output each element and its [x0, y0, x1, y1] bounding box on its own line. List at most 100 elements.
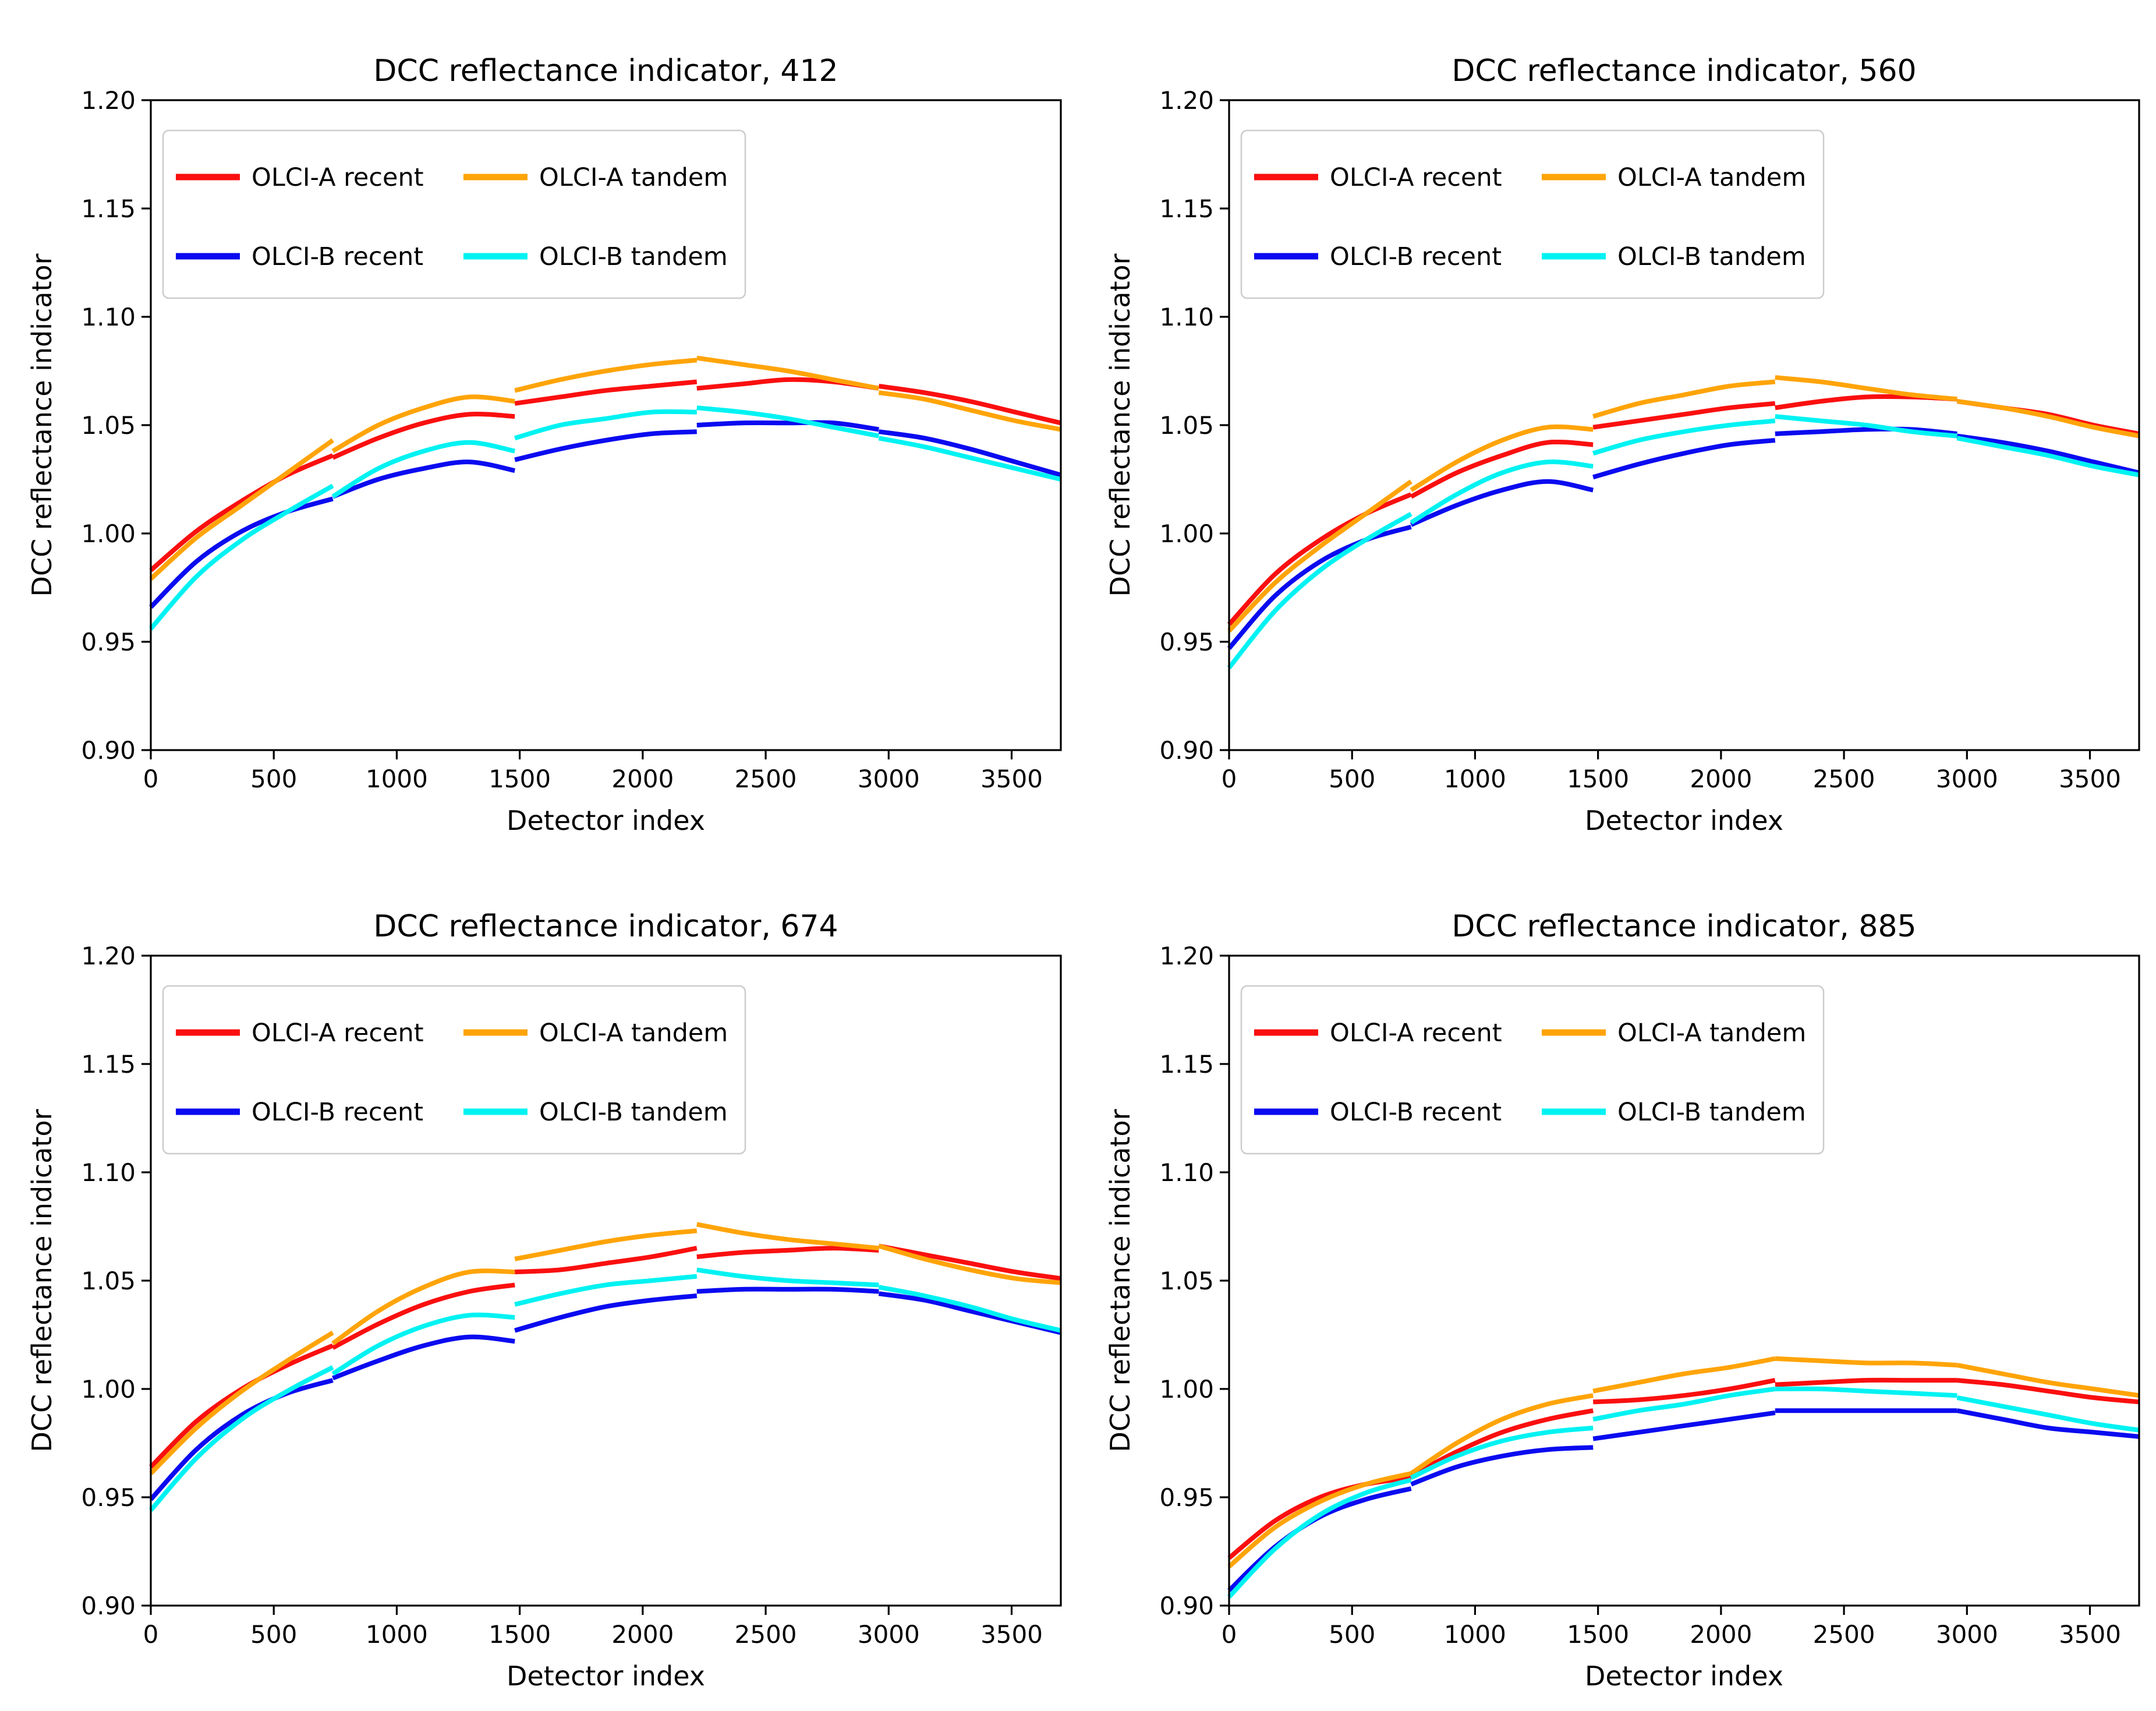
- x-tick-label: 3000: [1936, 765, 1998, 793]
- legend-box: [162, 129, 746, 299]
- subplot-dcc-674: 0 500 1000 1500 2000 2500 3000 3500 0.90 0.95 1.00…: [0, 856, 1078, 1711]
- series-olci-b-recent-seg2: [1410, 479, 1594, 527]
- series-olci-b-tandem-seg5: [1956, 1395, 2140, 1433]
- x-tick-label: 0: [1222, 765, 1237, 793]
- legend-label-olci-b-recent: OLCI-B recent: [1330, 1098, 1502, 1127]
- series-olci-a-tandem-seg1: [149, 1330, 334, 1475]
- series-olci-b-recent-seg1: [149, 496, 334, 609]
- series-olci-a-recent-seg4: [696, 1246, 879, 1260]
- x-tick-label: 1000: [1444, 1620, 1506, 1649]
- x-tick-label: 1500: [1567, 765, 1629, 793]
- chart-title-560: DCC reflectance indicator, 560: [1452, 54, 1917, 89]
- x-tick-label: 2000: [611, 765, 674, 793]
- series-olci-b-tandem-seg4: [696, 405, 880, 439]
- x-tick-label: 2000: [1690, 1620, 1752, 1649]
- series-olci-b-recent-seg4: [696, 1286, 879, 1294]
- y-tick-label: 0.90: [81, 1592, 136, 1620]
- y-tick-label: 0.95: [1159, 1483, 1214, 1512]
- axes-frame: [150, 955, 1062, 1607]
- series-olci-a-recent-seg2: [1410, 1408, 1594, 1478]
- y-tick-label: 1.05: [81, 1267, 136, 1295]
- legend-label-olci-a-tandem: OLCI-A tandem: [1617, 163, 1806, 192]
- y-tick-label: 0.90: [1159, 736, 1214, 765]
- x-tick-label: 1500: [488, 765, 551, 793]
- x-tick-label: 3500: [2059, 1620, 2121, 1649]
- legend-box: [162, 985, 746, 1155]
- x-tick-label: 3500: [2059, 765, 2121, 793]
- series-olci-a-tandem-seg4: [1775, 1356, 1957, 1368]
- y-tick-label: 1.05: [1159, 411, 1214, 440]
- axes-frame: [1228, 99, 2140, 751]
- x-tick-label: 500: [1329, 765, 1375, 793]
- x-tick-label: 3500: [980, 1620, 1043, 1649]
- y-tick-label: 1.00: [1159, 519, 1214, 548]
- subplot-dcc-885: 0 500 1000 1500 2000 2500 3000 3500 0.90 0.95 1.00…: [1078, 856, 2156, 1711]
- x-tick-label: 0: [143, 765, 159, 793]
- y-tick-label: 1.00: [81, 1375, 136, 1404]
- x-tick-label: 2500: [1813, 1620, 1875, 1649]
- series-olci-b-tandem-seg1: [148, 483, 334, 631]
- series-olci-a-tandem-seg2: [331, 394, 515, 454]
- series-olci-b-recent-seg2: [1410, 1445, 1594, 1487]
- series-olci-a-recent-seg1: [149, 453, 334, 572]
- x-tick-label: 500: [250, 1620, 297, 1649]
- legend-label-olci-b-tandem: OLCI-B tandem: [539, 242, 728, 271]
- series-olci-a-recent-seg2: [332, 412, 515, 460]
- series-olci-a-recent-seg5: [1957, 1378, 2140, 1405]
- x-tick-label: 1000: [1444, 765, 1506, 793]
- series-olci-b-tandem-seg2: [1410, 1426, 1594, 1480]
- y-axis-label-885: DCC reflectance indicator: [1104, 1109, 1136, 1452]
- x-tick-label: 2500: [1813, 765, 1875, 793]
- axes-frame: [150, 99, 1062, 751]
- y-tick-label: 1.20: [81, 942, 136, 970]
- x-tick-label: 0: [1222, 1620, 1237, 1649]
- y-tick-label: 1.05: [1159, 1267, 1214, 1295]
- series-olci-b-tandem-seg4: [1775, 1386, 1957, 1398]
- y-tick-label: 1.15: [81, 1050, 136, 1079]
- y-tick-label: 1.20: [81, 86, 136, 115]
- series-olci-b-tandem-seg2: [331, 440, 516, 499]
- legend-label-olci-b-recent: OLCI-B recent: [252, 1098, 423, 1127]
- x-tick-label: 3000: [858, 765, 920, 793]
- y-tick-label: 0.95: [81, 628, 136, 656]
- legend-label-olci-b-tandem: OLCI-B tandem: [1617, 1098, 1806, 1127]
- x-axis-label-674: Detector index: [507, 1660, 705, 1692]
- y-tick-label: 0.95: [1159, 628, 1214, 656]
- y-tick-label: 1.20: [1159, 942, 1214, 970]
- series-olci-b-tandem-seg1: [148, 1365, 334, 1512]
- series-olci-a-tandem-seg5: [1956, 399, 2140, 439]
- legend-box: [1240, 985, 1825, 1155]
- legend-label-olci-a-recent: OLCI-A recent: [252, 163, 424, 192]
- series-olci-b-recent-seg3: [514, 429, 697, 462]
- series-olci-a-tandem-seg2: [331, 1268, 515, 1346]
- x-tick-label: 2000: [1690, 765, 1752, 793]
- series-olci-b-tandem-seg4: [696, 1267, 879, 1288]
- series-olci-a-tandem-seg5: [1956, 1363, 2140, 1398]
- series-olci-a-tandem-seg1: [149, 438, 334, 581]
- series-olci-b-recent-seg4: [696, 420, 879, 432]
- series-olci-a-tandem-seg4: [1775, 375, 1957, 402]
- series-olci-a-recent-seg2: [1410, 439, 1594, 499]
- legend-label-olci-b-recent: OLCI-B recent: [1330, 242, 1502, 271]
- series-olci-a-tandem-seg1: [1227, 1471, 1412, 1569]
- x-tick-label: 1000: [366, 765, 428, 793]
- subplot-dcc-412: 0 500 1000 1500 2000 2500 3000 3500 0.90 0.95 1.00…: [0, 0, 1078, 856]
- y-tick-label: 1.15: [1159, 195, 1214, 223]
- y-tick-label: 1.15: [81, 195, 136, 223]
- x-tick-label: 1500: [1567, 1620, 1629, 1649]
- legend-label-olci-b-tandem: OLCI-B tandem: [539, 1098, 728, 1127]
- series-olci-b-tandem-seg3: [514, 409, 697, 441]
- x-tick-label: 500: [1329, 1620, 1375, 1649]
- y-tick-label: 1.15: [1159, 1050, 1214, 1079]
- series-olci-b-recent-seg1: [149, 1378, 334, 1501]
- y-tick-label: 0.95: [81, 1483, 136, 1512]
- x-tick-label: 1000: [366, 1620, 428, 1649]
- series-olci-a-recent-seg4: [1775, 1377, 1957, 1387]
- series-olci-a-recent-seg5: [878, 1243, 1061, 1281]
- series-olci-a-recent-seg5: [878, 384, 1061, 426]
- y-tick-label: 1.20: [1159, 86, 1214, 115]
- series-olci-a-tandem-seg1: [1227, 479, 1412, 633]
- series-olci-b-recent-seg3: [1592, 1410, 1776, 1441]
- series-olci-b-tandem-seg1: [1227, 512, 1412, 670]
